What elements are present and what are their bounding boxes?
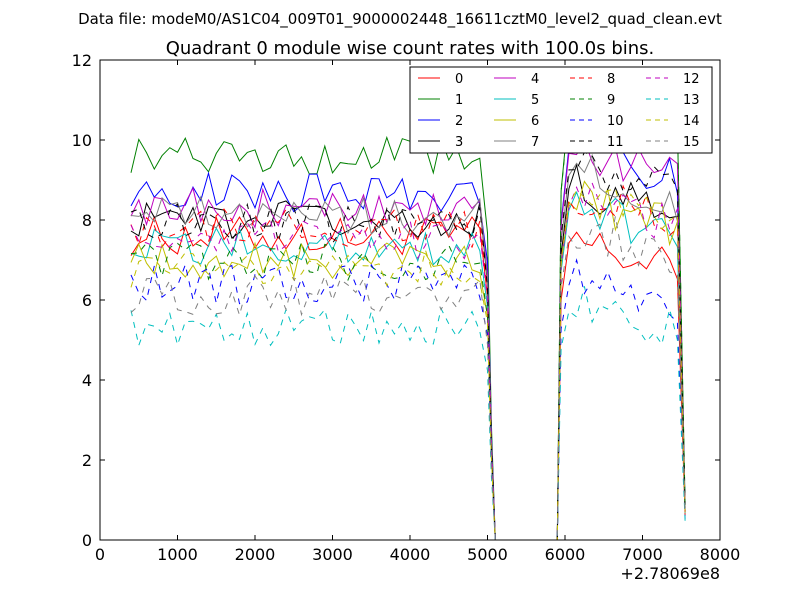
- legend-label-15: 15: [683, 135, 700, 150]
- legend-label-2: 2: [455, 114, 463, 129]
- x-tick-label: 0: [95, 545, 105, 564]
- legend-label-5: 5: [531, 93, 539, 108]
- y-tick-label: 12: [72, 51, 92, 70]
- x-tick-label: 1000: [157, 545, 198, 564]
- y-tick-label: 10: [72, 131, 92, 150]
- legend-label-6: 6: [531, 114, 539, 129]
- legend-label-13: 13: [683, 93, 700, 108]
- x-tick-label: 4000: [390, 545, 431, 564]
- y-tick-label: 0: [82, 531, 92, 550]
- x-tick-label: 6000: [545, 545, 586, 564]
- legend-label-9: 9: [607, 93, 615, 108]
- y-tick-label: 8: [82, 211, 92, 230]
- x-tick-label: 8000: [700, 545, 741, 564]
- legend-label-0: 0: [455, 72, 463, 87]
- series-line-12: [130, 181, 686, 540]
- series-line-15: [130, 216, 686, 540]
- legend-box: [409, 66, 713, 154]
- x-offset-label: +2.78069e8: [620, 564, 720, 583]
- x-tick-label: 5000: [467, 545, 508, 564]
- series-line-11: [130, 151, 686, 540]
- series-line-14: [130, 188, 686, 540]
- x-tick-label: 3000: [312, 545, 353, 564]
- axis-ticks: 0 1000 2000 3000 4000 5000 6000 7000 80000246810…: [72, 51, 741, 564]
- legend-label-4: 4: [531, 72, 539, 87]
- series-line-6: [130, 180, 686, 540]
- chart-suptitle: Data file: modeM0/AS1C04_009T01_90000024…: [78, 10, 722, 29]
- y-tick-label: 4: [82, 371, 92, 390]
- legend-label-3: 3: [455, 135, 463, 150]
- y-tick-label: 2: [82, 451, 92, 470]
- x-tick-label: 2000: [235, 545, 276, 564]
- legend-label-1: 1: [455, 93, 463, 108]
- y-tick-label: 6: [82, 291, 92, 310]
- x-tick-label: 7000: [622, 545, 663, 564]
- series-line-8: [130, 184, 686, 540]
- series-line-7: [130, 153, 686, 540]
- series-line-0: [130, 215, 686, 540]
- legend-label-8: 8: [607, 72, 615, 87]
- legend-label-12: 12: [683, 72, 700, 87]
- legend-label-11: 11: [607, 135, 624, 150]
- legend-label-10: 10: [607, 114, 624, 129]
- legend-label-14: 14: [683, 114, 700, 129]
- chart-title: Quadrant 0 module wise count rates with …: [166, 38, 655, 59]
- series-layer: [130, 94, 686, 540]
- legend-label-7: 7: [531, 135, 539, 150]
